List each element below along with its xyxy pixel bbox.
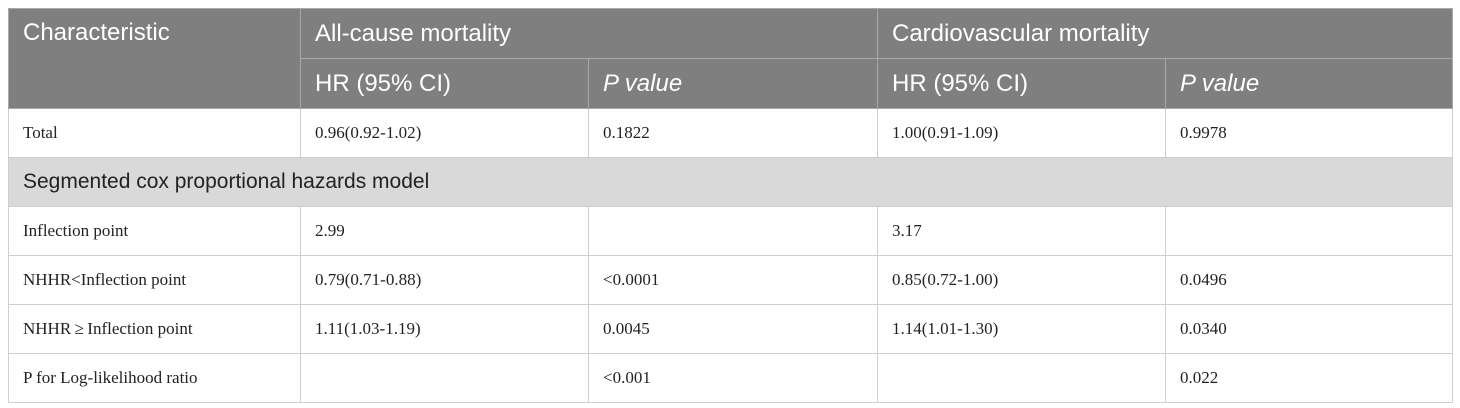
header-row: Characteristic All-cause mortality Cardi… <box>8 8 1454 109</box>
body-cell <box>588 206 878 256</box>
body-cell: Total <box>8 108 301 158</box>
body-cell: P for Log-likelihood ratio <box>8 353 301 403</box>
body-cell: 0.85(0.72-1.00) <box>877 255 1166 305</box>
header-cell: Cardiovascular mortality <box>876 8 1454 59</box>
body-cell: 2.99 <box>300 206 589 256</box>
table-header: Characteristic All-cause mortality Cardi… <box>8 8 1454 109</box>
body-cell <box>300 353 589 403</box>
body-cell: 0.96(0.92-1.02) <box>300 108 589 158</box>
body-cell: Inflection point <box>8 206 301 256</box>
body-cell: 3.17 <box>877 206 1166 256</box>
body-cell: 0.79(0.71-0.88) <box>300 255 589 305</box>
section-cell: Segmented cox proportional hazards model <box>7 157 1454 207</box>
body-cell: <0.001 <box>588 353 878 403</box>
header-cell: P value <box>588 58 878 109</box>
body-cell: 0.0340 <box>1164 304 1454 354</box>
body-cell: <0.0001 <box>588 255 878 305</box>
body-cell: 1.11(1.03-1.19) <box>300 304 589 354</box>
body-cell: 1.14(1.01-1.30) <box>877 304 1166 354</box>
body-cell: 0.022 <box>1164 353 1454 403</box>
body-row: P for Log-likelihood ratio <0.001 0.022 <box>8 353 1454 403</box>
body-cell: 0.0496 <box>1164 255 1454 305</box>
header-cell: HR (95% CI) <box>300 58 589 109</box>
body-row: NHHR ≥ Inflection point 1.11(1.03-1.19) 0.… <box>8 304 1454 354</box>
header-row: HR (95% CI) P value HR (95% CI) P value <box>9 58 1454 109</box>
body-cell <box>877 353 1166 403</box>
header-cell: P value <box>1164 58 1454 109</box>
header-cell: HR (95% CI) <box>877 58 1166 109</box>
body-cell: 1.00(0.91-1.09) <box>877 108 1166 158</box>
body-cell: NHHR ≥ Inflection point <box>8 304 301 354</box>
body-cell: 0.1822 <box>588 108 878 158</box>
results-table: Characteristic All-cause mortality Cardi… <box>7 8 1454 403</box>
body-row: NHHR<Inflection point 0.79(0.71-0.88) <0.0… <box>8 255 1454 305</box>
body-row: Inflection point 2.99 3.17 <box>8 206 1454 256</box>
body-row: Total 0.96(0.92-1.02) 0.1822 1.00(0.91-1.09… <box>8 108 1454 158</box>
body-cell: NHHR<Inflection point <box>8 255 301 305</box>
table-body: Total 0.96(0.92-1.02) 0.1822 1.00(0.91-1.09… <box>7 108 1454 403</box>
header-cell: All-cause mortality <box>300 8 878 59</box>
body-cell: 0.9978 <box>1164 108 1454 158</box>
body-cell: 0.0045 <box>588 304 878 354</box>
body-row: Segmented cox proportional hazards model <box>7 157 1454 207</box>
header-cell: Characteristic <box>8 8 301 109</box>
body-cell <box>1164 206 1454 256</box>
